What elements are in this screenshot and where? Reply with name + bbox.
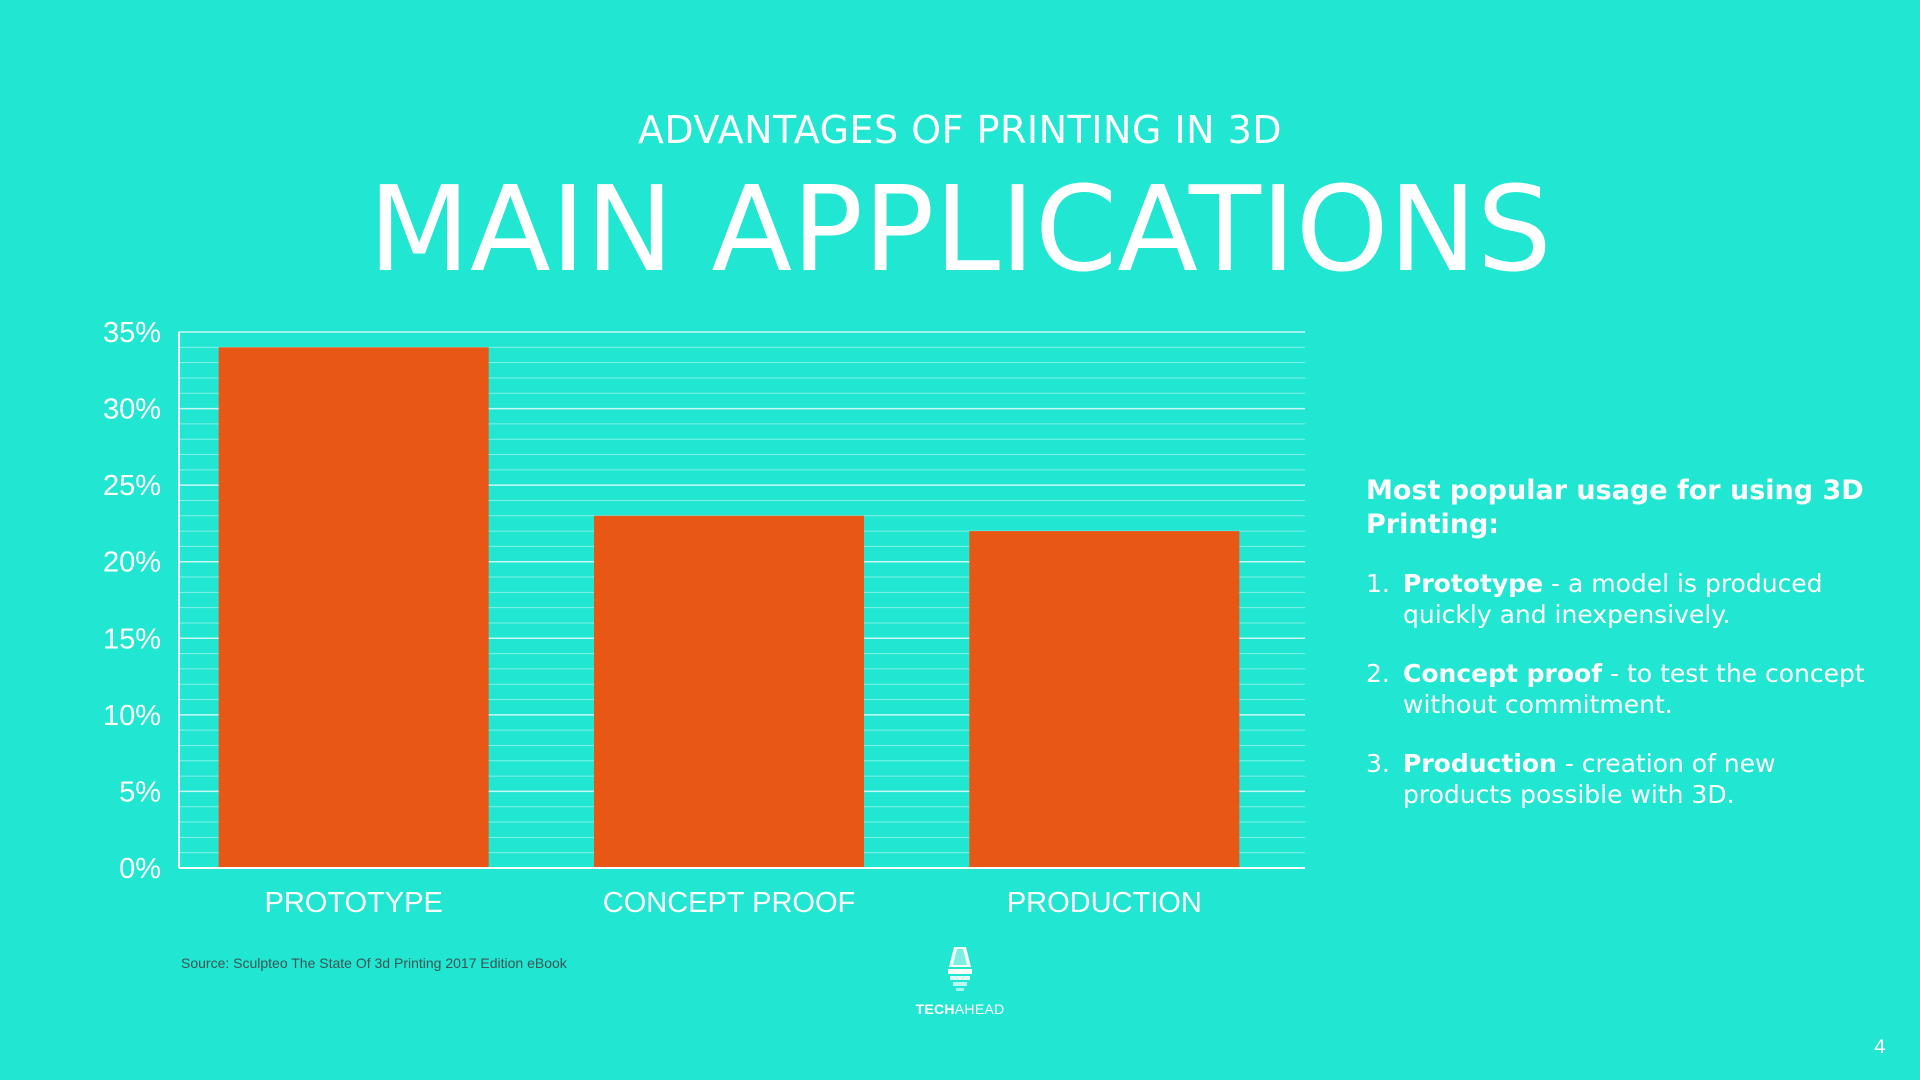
y-tick-label: 15% (103, 623, 161, 655)
y-tick-label: 10% (103, 700, 161, 732)
usage-item: 1. Prototype - a model is produced quickl… (1366, 568, 1866, 630)
chart-bars (218, 347, 1240, 868)
usage-item-text: - a model is produced quickly and inexpe… (1403, 569, 1823, 629)
usage-panel: Most popular usage for using 3D Printing… (1366, 474, 1866, 838)
page-number: 4 (1873, 1036, 1886, 1058)
x-axis-ticks: PROTOTYPE CONCEPT PROOF PRODUCTION (264, 887, 1201, 919)
x-tick-label: PROTOTYPE (264, 887, 442, 919)
usage-item-number: 2. (1366, 659, 1390, 688)
x-tick-label: PRODUCTION (1007, 887, 1202, 919)
usage-item-title: Prototype (1403, 569, 1544, 598)
y-tick-label: 30% (103, 394, 161, 426)
usage-item: 2. Concept proof - to test the concept wi… (1366, 658, 1866, 720)
y-tick-label: 5% (119, 776, 161, 808)
usage-item-number: 1. (1366, 569, 1390, 598)
slide-subtitle: ADVANTAGES OF PRINTING IN 3D (637, 108, 1283, 152)
y-tick-label: 25% (103, 470, 161, 502)
x-tick-label: CONCEPT PROOF (603, 887, 855, 919)
logo-wordmark: TECHAHEAD (915, 1001, 1005, 1017)
usage-item-title: Concept proof (1403, 659, 1603, 688)
usage-item-title: Production (1403, 749, 1557, 778)
y-axis-ticks: 0% 5% 10% 15% 20% 25% 30% 35% (103, 317, 161, 885)
bar (969, 531, 1240, 868)
source-note: Source: Sculpteo The State Of 3d Printin… (181, 955, 567, 971)
techahead-logo: TECHAHEAD (895, 945, 1025, 1017)
usage-list: 1. Prototype - a model is produced quickl… (1366, 568, 1866, 810)
lamp-logo-icon (948, 947, 972, 991)
usage-item-text: - to test the concept without commitment… (1403, 659, 1865, 719)
usage-item-number: 3. (1366, 749, 1390, 778)
bar (218, 347, 489, 868)
slide-title: MAIN APPLICATIONS (368, 160, 1552, 298)
y-tick-label: 20% (103, 547, 161, 579)
usage-item-text: - creation of new products possible with… (1403, 749, 1776, 809)
usage-heading: Most popular usage for using 3D Printing… (1366, 475, 1864, 540)
usage-item: 3. Production - creation of new products … (1366, 748, 1866, 810)
y-tick-label: 35% (103, 317, 161, 349)
y-tick-label: 0% (119, 853, 161, 885)
bar (594, 515, 864, 868)
